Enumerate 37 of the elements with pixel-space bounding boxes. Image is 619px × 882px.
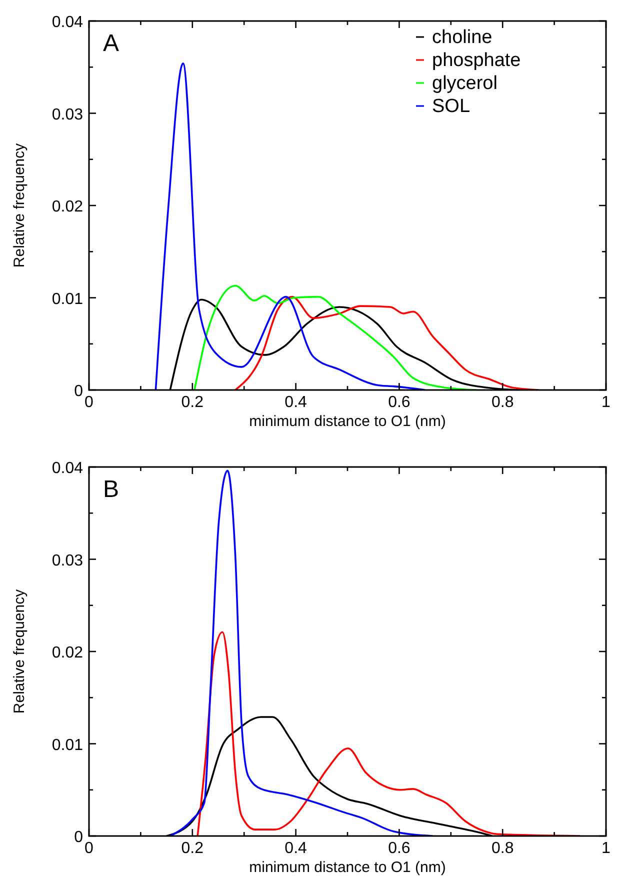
x-tick-label: 1 (602, 394, 611, 411)
legend-label: SOL (432, 96, 470, 117)
line-series (196, 631, 582, 836)
y-axis-title: Relative frequency (11, 142, 28, 268)
x-axis-title: minimum distance to O1 (nm) (249, 413, 446, 430)
y-tick-label: 0.02 (52, 644, 84, 662)
y-tick-label: 0.04 (52, 14, 84, 31)
x-tick-label: 0.2 (181, 840, 204, 857)
y-axis-title: Relative frequency (11, 588, 28, 714)
line-series (169, 470, 434, 836)
y-tick-label: 0.02 (52, 198, 84, 216)
y-tick-label: 0.01 (52, 736, 84, 754)
x-tick-label: 0 (84, 394, 94, 411)
x-tick-label: 0.4 (284, 840, 308, 857)
x-tick-label: 1 (602, 840, 611, 857)
chart-title: B (103, 476, 120, 503)
x-tick-label: 0.2 (181, 394, 204, 411)
x-tick-label: 0.4 (284, 394, 308, 411)
line-series (194, 284, 478, 390)
x-tick-label: 0.6 (388, 394, 410, 411)
x-tick-label: 0.8 (491, 394, 514, 411)
y-tick-label: 0.03 (52, 106, 84, 124)
y-tick-label: 0.01 (52, 290, 84, 308)
y-tick-label: 0.03 (52, 552, 84, 570)
legend-label: glycerol (432, 73, 498, 94)
x-tick-label: 0.6 (388, 840, 410, 857)
y-tick-label: 0.04 (52, 460, 84, 477)
legend-label: phosphate (432, 50, 521, 71)
line-series (234, 296, 540, 390)
x-axis-title: minimum distance to O1 (nm) (249, 859, 446, 876)
x-tick-label: 0.8 (491, 840, 514, 857)
chart-title: A (103, 30, 120, 57)
line-series (154, 62, 426, 390)
y-tick-label: 0 (74, 383, 84, 400)
y-tick-label: 0 (74, 829, 84, 846)
x-tick-label: 0 (84, 840, 94, 857)
legend-label: choline (432, 27, 492, 48)
